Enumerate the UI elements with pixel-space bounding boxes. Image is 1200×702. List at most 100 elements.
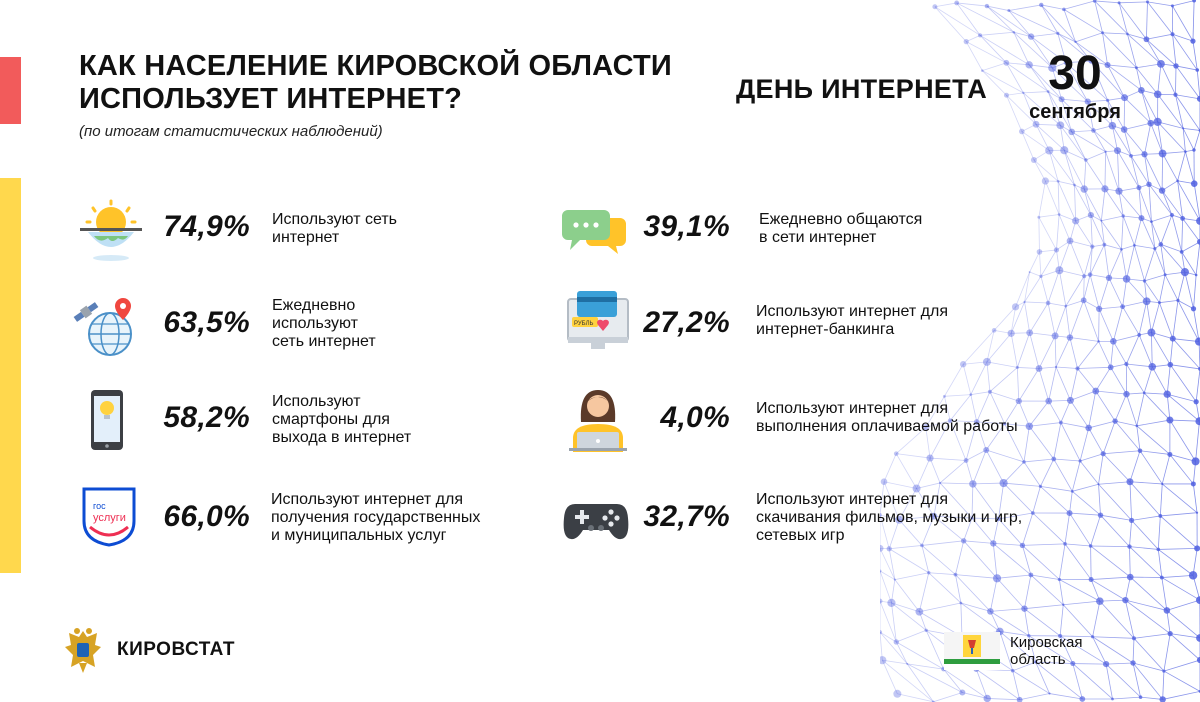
mesh-line bbox=[933, 482, 941, 517]
mesh-line bbox=[1158, 549, 1194, 576]
mesh-line bbox=[1010, 333, 1018, 368]
kirov-flag-icon bbox=[944, 632, 1000, 670]
mesh-line bbox=[1003, 461, 1025, 484]
mesh-line bbox=[1024, 604, 1064, 610]
mesh-node bbox=[1088, 544, 1093, 548]
mesh-line bbox=[1057, 33, 1092, 62]
mesh-line bbox=[1021, 131, 1050, 151]
mesh-node bbox=[1091, 128, 1096, 133]
mesh-line bbox=[1070, 400, 1089, 429]
mesh-line bbox=[1166, 599, 1200, 611]
mesh-line bbox=[880, 514, 890, 549]
stat-value: 27,2% bbox=[643, 306, 730, 339]
mesh-line bbox=[1132, 662, 1163, 700]
mesh-line bbox=[880, 632, 883, 661]
mesh-line bbox=[1040, 458, 1055, 487]
mesh-line bbox=[1028, 64, 1062, 100]
mesh-line bbox=[1058, 214, 1076, 222]
mesh-line bbox=[1035, 661, 1083, 700]
mesh-node bbox=[1066, 237, 1074, 245]
mesh-node bbox=[1085, 424, 1092, 432]
mesh-line bbox=[1052, 67, 1089, 102]
mesh-line bbox=[1029, 251, 1040, 273]
mesh-line bbox=[1072, 663, 1107, 665]
mesh-line bbox=[1071, 131, 1106, 153]
mesh-line bbox=[970, 394, 978, 422]
mesh-line bbox=[1071, 460, 1081, 492]
mesh-line bbox=[1098, 453, 1104, 485]
mesh-line bbox=[1139, 450, 1170, 455]
mesh-line bbox=[1144, 392, 1168, 395]
mesh-line bbox=[999, 631, 1029, 637]
mesh-line bbox=[1075, 41, 1108, 66]
mesh-node bbox=[1121, 94, 1129, 102]
mesh-line bbox=[963, 540, 998, 579]
mesh-line bbox=[1058, 543, 1066, 580]
mesh-line bbox=[1125, 334, 1140, 365]
mesh-node bbox=[920, 543, 924, 548]
mesh-line bbox=[1047, 302, 1056, 336]
mesh-line bbox=[1048, 150, 1059, 182]
mesh-node bbox=[1038, 484, 1042, 488]
mesh-line bbox=[1039, 251, 1042, 277]
mesh-line bbox=[1160, 63, 1176, 95]
mesh-node bbox=[1092, 387, 1100, 395]
mesh-line bbox=[944, 396, 951, 421]
mesh-line bbox=[1093, 130, 1118, 151]
mesh-line bbox=[1102, 420, 1116, 454]
mesh-line bbox=[1113, 341, 1127, 365]
mesh-line bbox=[1129, 481, 1133, 521]
mesh-line bbox=[1151, 221, 1162, 245]
mesh-line bbox=[1108, 249, 1122, 279]
mesh-line bbox=[1162, 671, 1165, 700]
mesh-line bbox=[1023, 458, 1054, 463]
mesh-node bbox=[1070, 489, 1074, 493]
mesh-line bbox=[1185, 151, 1195, 184]
mesh-node bbox=[963, 39, 969, 45]
mesh-line bbox=[888, 548, 929, 574]
mesh-line bbox=[1181, 251, 1197, 276]
page-title: КАК НАСЕЛЕНИЕ КИРОВСКОЙ ОБЛАСТИ ИСПОЛЬЗУ… bbox=[79, 50, 672, 116]
mesh-node bbox=[1063, 60, 1069, 65]
mesh-line bbox=[955, 540, 965, 575]
mesh-node bbox=[880, 544, 884, 552]
mesh-line bbox=[979, 35, 1007, 64]
mesh-line bbox=[1160, 512, 1198, 517]
mesh-line bbox=[1161, 577, 1200, 601]
mesh-line bbox=[1048, 366, 1057, 402]
mesh-line bbox=[1113, 334, 1140, 342]
mesh-node bbox=[992, 574, 1002, 583]
mesh-line bbox=[883, 481, 917, 489]
mesh-line bbox=[1121, 215, 1124, 250]
mesh-line bbox=[1126, 394, 1138, 426]
mesh-node bbox=[1141, 151, 1148, 158]
mesh-line bbox=[929, 457, 941, 484]
mesh-line bbox=[1079, 427, 1090, 462]
mesh-line bbox=[950, 420, 977, 423]
mesh-line bbox=[1161, 454, 1171, 485]
mesh-line bbox=[1048, 302, 1066, 307]
mesh-node bbox=[1056, 31, 1060, 35]
mesh-line bbox=[1065, 543, 1091, 547]
mesh-line bbox=[1013, 32, 1030, 65]
mesh-line bbox=[1064, 513, 1070, 544]
mesh-line bbox=[999, 631, 1036, 663]
mesh-line bbox=[1074, 184, 1077, 221]
mesh-node bbox=[1087, 211, 1094, 219]
mesh-node bbox=[1121, 214, 1125, 218]
mesh-line bbox=[897, 693, 934, 702]
mesh-line bbox=[1169, 338, 1174, 365]
mesh-line bbox=[921, 545, 930, 573]
mesh-line bbox=[1126, 363, 1153, 368]
mesh-line bbox=[1132, 662, 1165, 672]
mesh-node bbox=[1068, 128, 1076, 136]
mesh-line bbox=[1038, 217, 1057, 251]
mesh-line bbox=[1058, 579, 1064, 605]
mesh-line bbox=[1122, 278, 1127, 307]
mesh-node bbox=[1158, 242, 1164, 247]
mesh-node bbox=[1015, 365, 1019, 370]
mesh-node bbox=[1124, 361, 1129, 367]
mesh-line bbox=[1015, 271, 1030, 307]
mesh-line bbox=[1123, 129, 1132, 156]
mesh-line bbox=[1024, 276, 1042, 303]
